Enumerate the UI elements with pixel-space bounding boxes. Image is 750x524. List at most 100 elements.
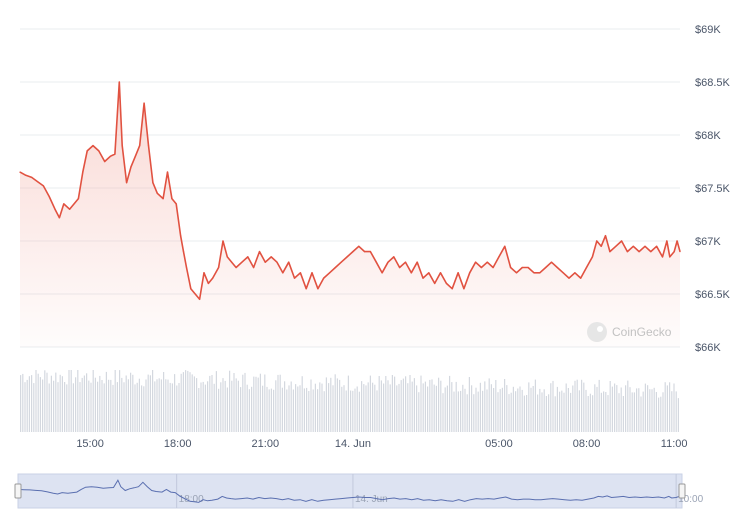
- volume-bar: [26, 379, 28, 432]
- price-point: [539, 272, 541, 274]
- price-point: [241, 261, 243, 263]
- y-tick-label: $68K: [695, 130, 721, 142]
- volume-bar: [664, 382, 666, 432]
- volume-bar: [123, 382, 125, 432]
- navigator-handle-left[interactable]: [14, 483, 22, 499]
- volume-bar: [424, 381, 426, 432]
- price-point: [445, 282, 447, 284]
- volume-bar: [158, 378, 160, 432]
- volume-bar: [154, 381, 156, 432]
- volume-bar: [671, 391, 673, 432]
- volume-bar: [552, 380, 554, 432]
- volume-bar: [77, 370, 79, 432]
- volume-bar: [59, 374, 61, 432]
- volume-bar: [592, 395, 594, 432]
- x-tick-label: 05:00: [485, 438, 513, 450]
- volume-bar: [611, 386, 613, 432]
- volume-bar: [165, 379, 167, 432]
- price-point: [226, 256, 228, 258]
- volume-bar: [156, 379, 158, 432]
- volume-bar: [284, 381, 286, 432]
- price-point: [182, 251, 185, 253]
- volume-bar: [189, 372, 191, 432]
- price-point: [676, 240, 678, 242]
- volume-bar: [589, 393, 591, 432]
- volume-bar: [352, 390, 354, 432]
- navigator-handle-right[interactable]: [678, 483, 686, 499]
- price-point: [299, 272, 301, 274]
- volume-bar: [620, 387, 622, 432]
- price-point: [632, 245, 634, 247]
- volume-bar: [413, 378, 415, 432]
- volume-bar: [308, 391, 310, 432]
- volume-bar: [473, 394, 475, 432]
- volume-bar: [372, 382, 374, 432]
- volume-bar: [517, 388, 519, 432]
- volume-bar: [281, 387, 283, 432]
- price-point: [661, 256, 664, 258]
- volume-bar: [266, 386, 268, 432]
- price-point: [475, 261, 477, 263]
- price-point: [152, 182, 154, 184]
- volume-bar: [301, 376, 303, 432]
- price-point: [258, 251, 261, 253]
- price-point: [54, 208, 56, 210]
- volume-bar: [519, 386, 521, 432]
- volume-bar: [119, 370, 121, 432]
- volume-bar: [66, 384, 68, 432]
- volume-bar: [572, 385, 574, 432]
- volume-bar: [233, 373, 235, 432]
- volume-bar: [290, 381, 292, 432]
- price-point: [480, 266, 482, 269]
- volume-bar: [108, 379, 110, 432]
- volume-bar: [510, 392, 512, 432]
- volume-bar: [358, 391, 360, 432]
- volume-bar: [193, 376, 195, 432]
- price-area: [20, 82, 680, 347]
- volume-bar: [585, 389, 587, 432]
- navigator-label: 18:00: [179, 494, 204, 505]
- y-tick-label: $66K: [695, 342, 721, 354]
- price-point: [615, 245, 617, 247]
- volume-bar: [61, 376, 63, 432]
- x-tick-label: 08:00: [573, 438, 601, 450]
- price-point: [486, 261, 488, 263]
- price-point: [364, 251, 366, 253]
- volume-bar: [334, 374, 336, 432]
- volume-bar: [48, 383, 50, 432]
- volume-bar: [185, 370, 187, 432]
- price-point: [439, 272, 442, 274]
- volume-bar: [279, 374, 281, 432]
- volume-bar: [438, 377, 440, 432]
- volume-bar: [528, 382, 530, 432]
- volume-bar: [160, 379, 162, 432]
- volume-bar: [138, 378, 140, 432]
- volume-bar: [561, 390, 563, 432]
- volume-bar: [33, 383, 35, 432]
- volume-bar: [616, 385, 618, 432]
- volume-bar: [299, 385, 301, 432]
- price-line-group: [19, 81, 681, 301]
- volume-bar: [383, 383, 385, 432]
- price-point: [48, 195, 50, 198]
- price-point: [609, 251, 611, 253]
- volume-bar: [317, 389, 319, 432]
- volume-bar: [220, 382, 222, 432]
- volume-bar: [559, 391, 561, 432]
- volume-bar: [493, 388, 495, 432]
- volume-bar: [343, 385, 345, 432]
- navigator[interactable]: 18:00 14. Jun 10:00: [14, 473, 704, 509]
- price-point: [679, 251, 681, 253]
- volume-bar: [526, 395, 528, 432]
- price-point: [126, 182, 128, 184]
- volume-bar: [136, 382, 138, 432]
- price-point: [329, 272, 331, 274]
- volume-bar: [581, 379, 583, 432]
- price-point: [156, 192, 158, 194]
- volume-bar: [391, 375, 393, 432]
- x-tick-label: 18:00: [164, 438, 192, 450]
- volume-bar: [451, 382, 453, 432]
- volume-bar: [39, 377, 41, 432]
- volume-bar: [218, 388, 220, 432]
- navigator-range[interactable]: [17, 473, 683, 509]
